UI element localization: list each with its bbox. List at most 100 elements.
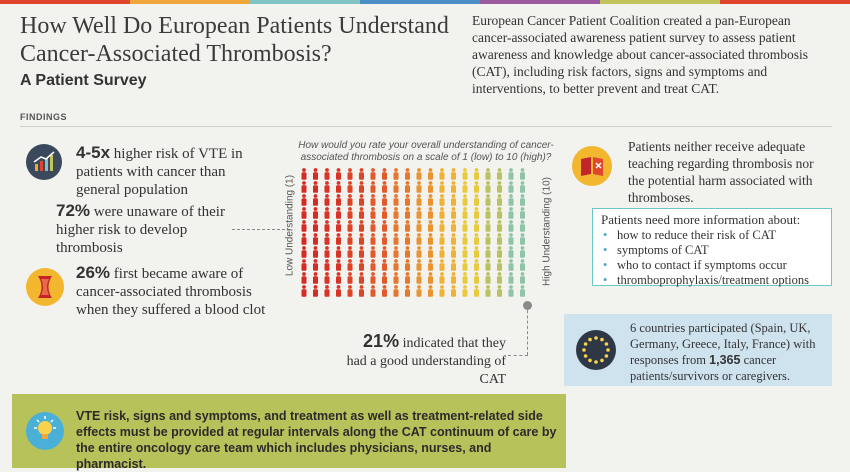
person-icon bbox=[485, 181, 491, 193]
info-needed-box: Patients need more information about: ho… bbox=[592, 208, 832, 288]
person-icon bbox=[439, 207, 445, 219]
recommendation-text: VTE risk, signs and symptoms, and treatm… bbox=[76, 409, 557, 471]
person-icon bbox=[359, 168, 364, 180]
person-icon bbox=[451, 233, 456, 245]
star-icon bbox=[606, 348, 610, 352]
person-icon bbox=[393, 194, 399, 206]
person-icon bbox=[370, 233, 376, 245]
person-icon bbox=[382, 168, 387, 180]
star-icon bbox=[588, 358, 592, 363]
finding-first-aware: 26% first became aware of cancer-associa… bbox=[76, 263, 266, 319]
person-icon bbox=[324, 181, 330, 193]
people-grid bbox=[301, 168, 525, 297]
person-icon bbox=[359, 259, 364, 271]
finding-good-understanding: 21% indicated that they had a good under… bbox=[346, 331, 506, 387]
person-icon bbox=[370, 168, 376, 180]
person-icon bbox=[324, 233, 330, 245]
person-icon bbox=[416, 194, 422, 206]
person-icon bbox=[520, 194, 525, 206]
person-icon bbox=[405, 194, 410, 206]
star-icon bbox=[604, 342, 609, 346]
person-icon bbox=[485, 272, 491, 284]
person-icon bbox=[359, 181, 364, 193]
person-icon bbox=[347, 181, 353, 193]
axis-low-label: Low Understanding (1) bbox=[284, 174, 296, 277]
person-icon bbox=[347, 207, 353, 219]
finding-unaware: 72% were unaware of their higher risk to… bbox=[56, 201, 225, 257]
recommendation-panel: VTE risk, signs and symptoms, and treatm… bbox=[12, 394, 566, 471]
person-icon bbox=[324, 207, 330, 219]
person-icon bbox=[508, 181, 514, 193]
person-icon bbox=[301, 168, 307, 180]
person-icon bbox=[301, 233, 307, 245]
person-icon bbox=[393, 168, 399, 180]
person-icon bbox=[301, 181, 307, 193]
person-icon bbox=[462, 272, 468, 284]
person-icon bbox=[451, 246, 456, 258]
person-icon bbox=[336, 168, 341, 180]
person-icon bbox=[301, 285, 307, 297]
person-icon bbox=[370, 181, 376, 193]
person-icon bbox=[359, 272, 364, 284]
person-icon bbox=[405, 272, 410, 284]
person-icon bbox=[485, 220, 491, 232]
person-icon bbox=[428, 194, 433, 206]
person-icon bbox=[474, 181, 479, 193]
person-icon bbox=[416, 246, 422, 258]
person-icon bbox=[451, 181, 456, 193]
person-icon bbox=[313, 220, 318, 232]
person-icon bbox=[313, 259, 318, 271]
person-icon bbox=[359, 246, 364, 258]
person-icon bbox=[405, 233, 410, 245]
person-icon bbox=[520, 259, 525, 271]
star-icon bbox=[583, 342, 588, 346]
person-icon bbox=[416, 207, 422, 219]
person-icon bbox=[416, 272, 422, 284]
person-icon bbox=[313, 194, 318, 206]
person-icon bbox=[520, 181, 525, 193]
person-icon bbox=[474, 246, 479, 258]
person-icon bbox=[382, 246, 387, 258]
person-icon bbox=[405, 207, 410, 219]
person-icon bbox=[439, 272, 445, 284]
person-icon bbox=[428, 233, 433, 245]
person-icon bbox=[485, 246, 491, 258]
person-icon bbox=[497, 272, 502, 284]
person-icon bbox=[324, 194, 330, 206]
star-icon bbox=[600, 337, 604, 342]
person-icon bbox=[451, 272, 456, 284]
person-icon bbox=[336, 220, 341, 232]
person-icon bbox=[520, 272, 525, 284]
person-icon bbox=[405, 181, 410, 193]
person-icon bbox=[370, 285, 376, 297]
person-icon bbox=[428, 285, 433, 297]
person-icon bbox=[382, 272, 387, 284]
person-icon bbox=[508, 285, 514, 297]
person-icon bbox=[428, 246, 433, 258]
person-icon bbox=[313, 233, 318, 245]
person-icon bbox=[382, 207, 387, 219]
person-icon bbox=[359, 220, 364, 232]
person-icon bbox=[485, 259, 491, 271]
person-icon bbox=[428, 259, 433, 271]
person-icon bbox=[347, 220, 353, 232]
person-icon bbox=[474, 285, 479, 297]
list-item: thromboprophylaxis/treatment options bbox=[601, 273, 823, 288]
blood-clot-icon bbox=[26, 268, 64, 306]
person-icon bbox=[393, 220, 399, 232]
person-icon bbox=[382, 285, 387, 297]
person-icon bbox=[370, 220, 376, 232]
eu-flag-icon bbox=[576, 330, 616, 370]
person-icon bbox=[370, 246, 376, 258]
person-icon bbox=[462, 259, 468, 271]
person-icon bbox=[485, 207, 491, 219]
person-icon bbox=[416, 168, 422, 180]
person-icon bbox=[313, 181, 318, 193]
person-icon bbox=[324, 285, 330, 297]
person-icon bbox=[324, 259, 330, 271]
person-icon bbox=[428, 181, 433, 193]
person-icon bbox=[462, 181, 468, 193]
person-icon bbox=[474, 233, 479, 245]
person-icon bbox=[462, 194, 468, 206]
person-icon bbox=[301, 194, 307, 206]
